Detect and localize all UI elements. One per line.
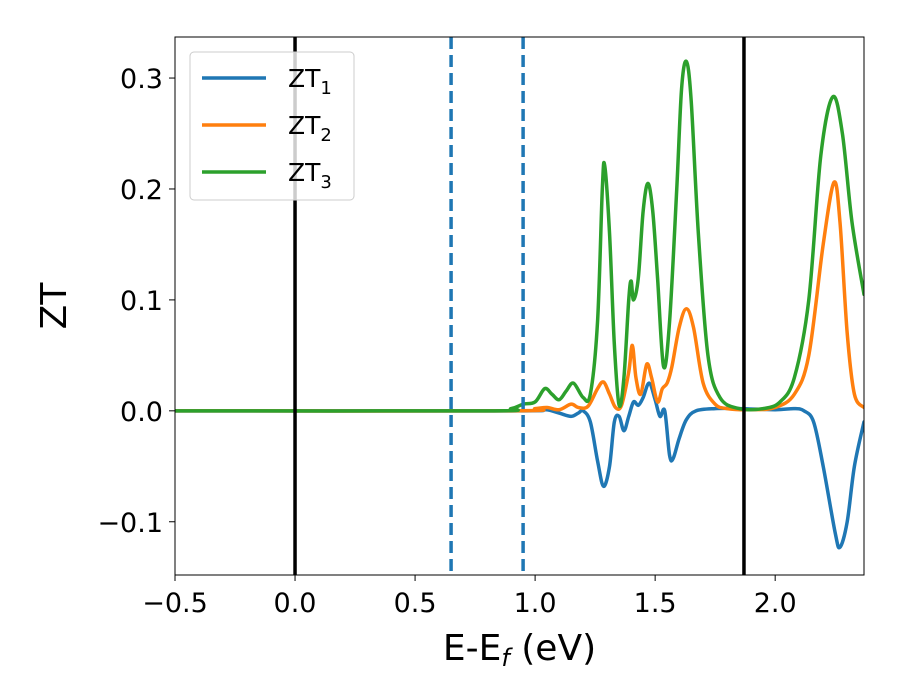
series-line-zt3 — [175, 59, 864, 413]
legend-label-zt3: ZT3 — [288, 158, 332, 193]
legend-label-subscript: 2 — [320, 125, 331, 146]
x-tick-label: 1.0 — [514, 588, 557, 619]
x-tick-label: 1.5 — [634, 588, 677, 619]
x-axis-label-main: E-E — [443, 628, 501, 669]
legend-label-subscript: 1 — [320, 78, 331, 99]
x-axis-label-unit: (eV) — [510, 628, 596, 669]
legend-label-main: ZT — [288, 158, 321, 187]
series-layer — [175, 59, 864, 550]
plot-frame — [174, 36, 865, 576]
tick-layer: −0.5 0.0 0.5 1.0 1.5 2.0 −0.1 0.0 0.1 0.2 0.3 — [97, 64, 796, 619]
x-tick-label: −0.5 — [142, 588, 208, 619]
series-line-zt2 — [175, 180, 864, 413]
y-tick-label: 0.1 — [120, 286, 163, 317]
y-tick-label: −0.1 — [97, 508, 163, 539]
x-axis-label: E-Ef (eV) — [443, 628, 596, 672]
legend-box — [189, 51, 355, 201]
y-tick-label: 0.3 — [120, 64, 163, 95]
y-axis-label: ZT — [34, 282, 75, 330]
series-line-zt1 — [175, 381, 864, 550]
legend-label-main: ZT — [288, 64, 321, 93]
legend-label-zt2: ZT2 — [288, 111, 332, 146]
x-tick-label: 2.0 — [754, 588, 797, 619]
legend-label-zt1: ZT1 — [288, 64, 332, 99]
legend-label-subscript: 3 — [320, 172, 331, 193]
y-tick-label: 0.0 — [120, 397, 163, 428]
x-tick-label: 0.5 — [394, 588, 437, 619]
x-tick-label: 0.0 — [274, 588, 317, 619]
legend-label-main: ZT — [288, 111, 321, 140]
y-tick-label: 0.2 — [120, 175, 163, 206]
